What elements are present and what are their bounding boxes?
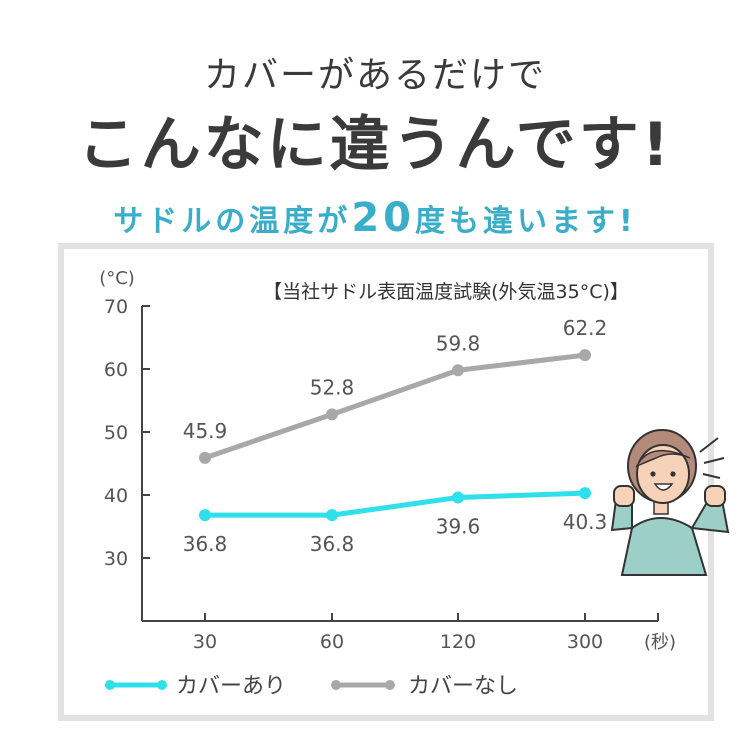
series-point-1 (326, 408, 338, 421)
headline-line1: カバーがあるだけで (203, 55, 546, 96)
series-point-0 (326, 509, 338, 522)
x-ticks: 30 60 120 300 (193, 613, 659, 653)
data-label-0: 40.3 (563, 510, 608, 534)
axes (141, 306, 658, 622)
woman-eye-right (670, 471, 676, 477)
y-tick-label: 70 (104, 296, 128, 318)
series-point-0 (199, 509, 211, 522)
series-layer: 36.8 36.8 39.6 40.3 45.9 52.8 59.8 62.2 (183, 316, 608, 556)
series-point-1 (452, 364, 464, 377)
legend-label-with-cover: カバーあり (176, 674, 286, 699)
data-label-1: 59.8 (436, 331, 481, 355)
y-tick-label: 30 (104, 548, 128, 570)
data-label-0: 36.8 (310, 532, 355, 556)
x-tick-label: 60 (320, 631, 344, 653)
data-label-1: 45.9 (183, 419, 228, 443)
woman-mouth (653, 483, 674, 491)
legend-dot-with-cover-2 (157, 680, 167, 690)
x-tick-label: 300 (567, 631, 603, 653)
subtitle-post: 度も違います! (414, 204, 637, 239)
chart-panel (58, 243, 714, 721)
data-label-0: 39.6 (436, 515, 481, 539)
series-line-0 (205, 490, 586, 518)
series-point-1 (199, 451, 211, 464)
y-tick-label: 40 (104, 485, 128, 507)
woman-eye-left (650, 471, 656, 477)
chart-title: 【当社サドル表面温度試験(外気温35°C)】 (263, 281, 629, 303)
headline-line2: こんなに違うんです! (77, 110, 673, 180)
x-tick-label: 120 (440, 631, 476, 653)
x-tick-label: 30 (193, 631, 217, 653)
series-point-1 (579, 349, 591, 362)
excitement-line-3 (702, 473, 721, 479)
legend-dot-no-cover-1 (331, 680, 341, 690)
woman-bangs (635, 449, 691, 468)
excitement-line-2 (703, 457, 725, 464)
data-label-0: 36.8 (183, 532, 228, 556)
legend: カバーあり カバーなし (105, 674, 518, 699)
y-ticks: 30 40 50 60 70 (104, 296, 150, 570)
series-line-1 (204, 352, 586, 461)
legend-dot-with-cover-1 (105, 680, 115, 690)
legend-label-no-cover: カバーなし (408, 674, 518, 699)
excitement-line-1 (699, 437, 719, 453)
subtitle: サドルの温度が20度も違います! (0, 195, 750, 241)
data-label-1: 62.2 (563, 316, 608, 340)
y-axis-unit: (°C) (99, 268, 135, 289)
series-point-0 (579, 487, 591, 500)
x-axis-unit: (秒) (644, 632, 676, 653)
subtitle-number: 20 (351, 195, 415, 241)
data-label-1: 52.8 (310, 375, 355, 399)
y-tick-label: 60 (104, 359, 128, 381)
cheering-woman-icon (610, 429, 730, 576)
subtitle-pre: サドルの温度が (113, 204, 352, 239)
y-tick-label: 50 (104, 422, 128, 444)
woman-fist-left (613, 485, 635, 507)
series-point-0 (452, 491, 464, 504)
woman-fist-right (704, 485, 726, 507)
legend-dot-no-cover-2 (385, 680, 395, 690)
